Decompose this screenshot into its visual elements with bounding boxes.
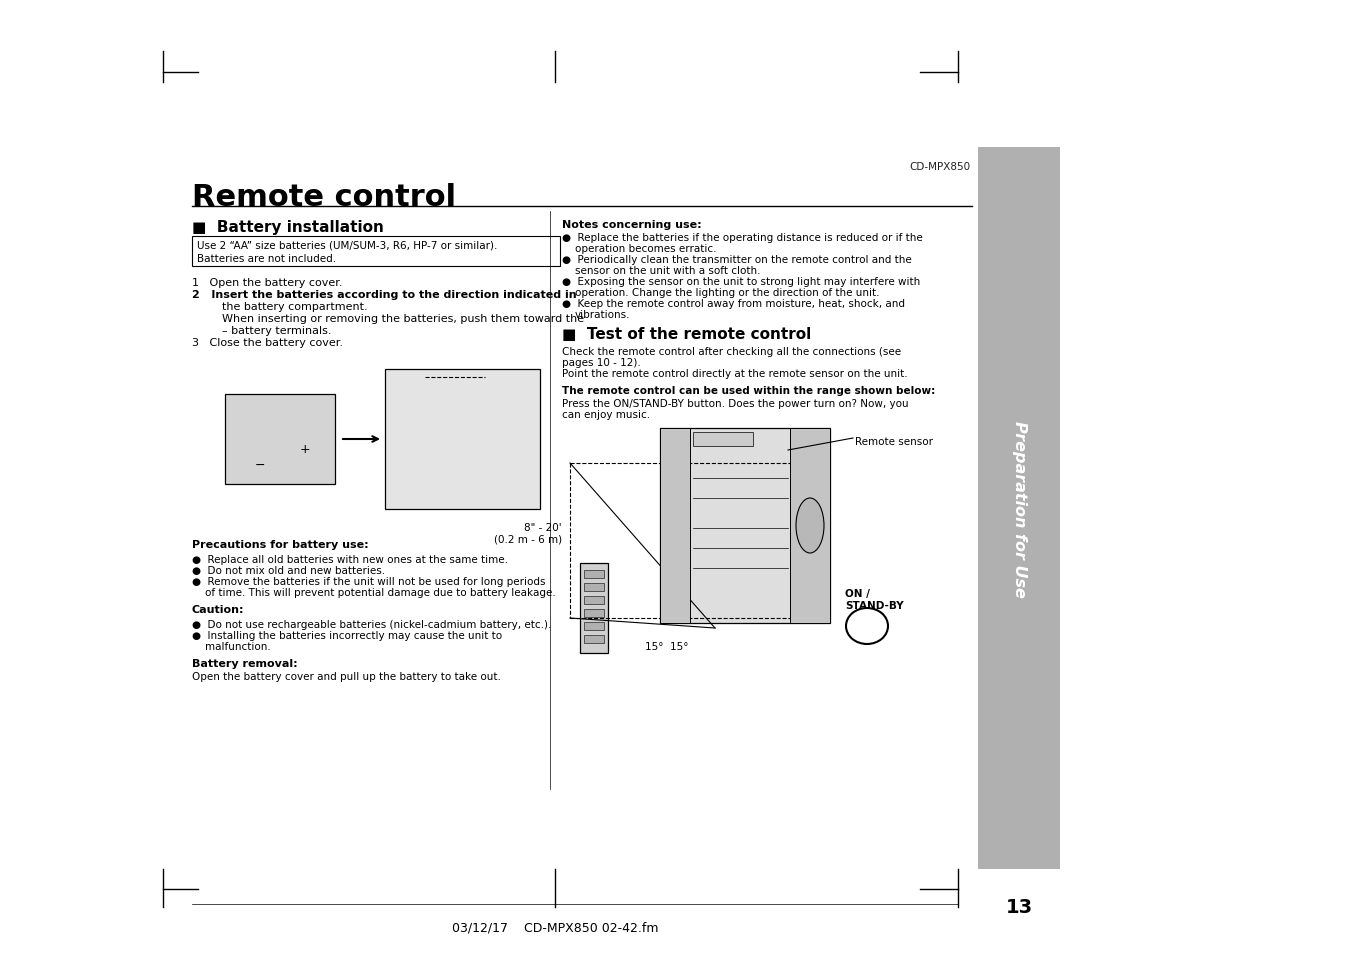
Text: ●  Exposing the sensor on the unit to strong light may interfere with: ● Exposing the sensor on the unit to str… (562, 276, 920, 287)
Text: 3   Close the battery cover.: 3 Close the battery cover. (192, 337, 343, 348)
Text: Battery removal:: Battery removal: (192, 659, 297, 668)
Bar (584, 636, 604, 643)
Text: ●  Do not use rechargeable batteries (nickel-cadmium battery, etc.).: ● Do not use rechargeable batteries (nic… (192, 619, 551, 629)
Ellipse shape (796, 498, 824, 554)
Text: 13: 13 (1005, 897, 1032, 916)
Text: vibrations.: vibrations. (576, 310, 631, 319)
Text: ●  Remove the batteries if the unit will not be used for long periods: ● Remove the batteries if the unit will … (192, 577, 546, 586)
Text: ●  Replace the batteries if the operating distance is reduced or if the: ● Replace the batteries if the operating… (562, 233, 923, 243)
Text: Precautions for battery use:: Precautions for battery use: (192, 539, 369, 550)
Text: Preparation for Use: Preparation for Use (1012, 420, 1027, 597)
Text: SHARP: SHARP (712, 435, 735, 440)
Text: – battery terminals.: – battery terminals. (208, 326, 331, 335)
Text: CD-MPX850: CD-MPX850 (909, 162, 970, 172)
Bar (693, 433, 753, 447)
Text: +: + (300, 443, 311, 456)
Text: 1   Open the battery cover.: 1 Open the battery cover. (192, 277, 343, 288)
Text: Remote control: Remote control (192, 183, 457, 212)
Text: Use 2 “AA” size batteries (UM/SUM-3, R6, HP-7 or similar).
Batteries are not inc: Use 2 “AA” size batteries (UM/SUM-3, R6,… (197, 240, 497, 264)
Text: ON /
STAND-BY: ON / STAND-BY (844, 588, 904, 611)
Text: The remote control can be used within the range shown below:: The remote control can be used within th… (562, 386, 935, 395)
Text: ■  Battery installation: ■ Battery installation (192, 220, 384, 234)
Text: 8" - 20'
(0.2 m - 6 m): 8" - 20' (0.2 m - 6 m) (494, 522, 562, 544)
Bar (226, 395, 335, 484)
Text: Notes concerning use:: Notes concerning use: (562, 220, 701, 230)
Text: Press the ON/STAND-BY button. Does the power turn on? Now, you: Press the ON/STAND-BY button. Does the p… (562, 398, 909, 409)
Bar (385, 370, 540, 510)
Bar (584, 597, 604, 604)
Text: ●  Replace all old batteries with new ones at the same time.: ● Replace all old batteries with new one… (192, 555, 508, 564)
Bar (584, 609, 604, 618)
Text: Caution:: Caution: (192, 604, 245, 615)
Text: operation becomes erratic.: operation becomes erratic. (576, 244, 716, 253)
Text: Check the remote control after checking all the connections (see: Check the remote control after checking … (562, 347, 901, 356)
Text: ●  Installing the batteries incorrectly may cause the unit to: ● Installing the batteries incorrectly m… (192, 630, 503, 640)
Text: ■  Test of the remote control: ■ Test of the remote control (562, 327, 811, 341)
Bar (580, 563, 608, 654)
Text: −: − (255, 458, 265, 471)
Bar (790, 429, 830, 623)
Text: ●  Do not mix old and new batteries.: ● Do not mix old and new batteries. (192, 565, 385, 576)
Text: Point the remote control directly at the remote sensor on the unit.: Point the remote control directly at the… (562, 369, 908, 378)
Text: 15°  15°: 15° 15° (644, 641, 689, 651)
Text: 03/12/17    CD-MPX850 02-42.fm: 03/12/17 CD-MPX850 02-42.fm (451, 921, 658, 934)
Text: ●  Periodically clean the transmitter on the remote control and the: ● Periodically clean the transmitter on … (562, 254, 912, 265)
Text: of time. This will prevent potential damage due to battery leakage.: of time. This will prevent potential dam… (205, 587, 555, 598)
Text: Remote sensor: Remote sensor (855, 436, 934, 447)
Text: malfunction.: malfunction. (205, 641, 270, 651)
Text: sensor on the unit with a soft cloth.: sensor on the unit with a soft cloth. (576, 266, 761, 275)
Text: the battery compartment.: the battery compartment. (208, 302, 367, 312)
Bar (192, 236, 561, 267)
Ellipse shape (846, 608, 888, 644)
Bar (584, 583, 604, 592)
Text: When inserting or removing the batteries, push them toward the: When inserting or removing the batteries… (208, 314, 584, 324)
Text: 2   Insert the batteries according to the direction indicated in: 2 Insert the batteries according to the … (192, 290, 577, 299)
Bar (978, 148, 1061, 869)
Bar (661, 429, 690, 623)
Bar (584, 571, 604, 578)
Text: pages 10 - 12).: pages 10 - 12). (562, 357, 640, 368)
Bar (584, 622, 604, 630)
Text: can enjoy music.: can enjoy music. (562, 410, 650, 419)
Text: Open the battery cover and pull up the battery to take out.: Open the battery cover and pull up the b… (192, 671, 501, 681)
Bar (661, 429, 830, 623)
Text: operation. Change the lighting or the direction of the unit.: operation. Change the lighting or the di… (576, 288, 880, 297)
Text: ●  Keep the remote control away from moisture, heat, shock, and: ● Keep the remote control away from mois… (562, 298, 905, 309)
